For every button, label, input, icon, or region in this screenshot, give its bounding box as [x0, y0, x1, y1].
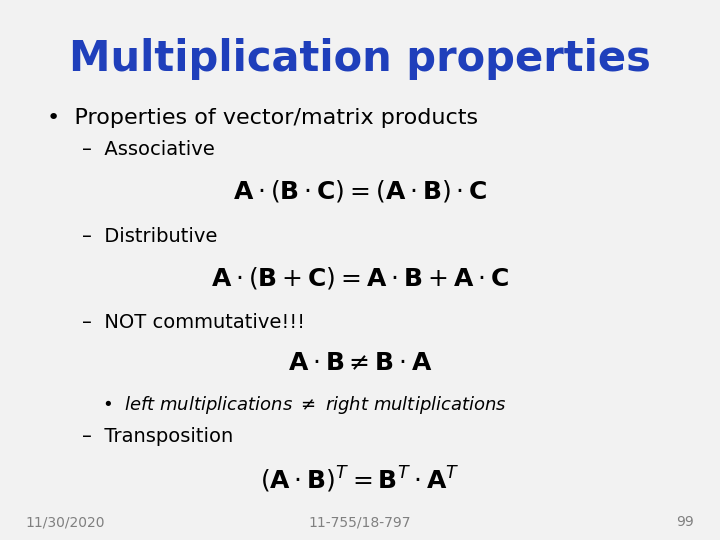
Text: $\mathbf{A} \cdot \mathbf{B} \neq \mathbf{B} \cdot \mathbf{A}$: $\mathbf{A} \cdot \mathbf{B} \neq \mathb… [287, 351, 433, 375]
Text: Multiplication properties: Multiplication properties [69, 38, 651, 80]
Text: –  NOT commutative!!!: – NOT commutative!!! [81, 313, 305, 332]
Text: 11-755/18-797: 11-755/18-797 [309, 515, 411, 529]
Text: –  Associative: – Associative [81, 140, 215, 159]
Text: $\mathbf{A} \cdot (\mathbf{B} + \mathbf{C}) = \mathbf{A} \cdot \mathbf{B} + \mat: $\mathbf{A} \cdot (\mathbf{B} + \mathbf{… [211, 265, 509, 291]
Text: •  left multiplications $\neq$ right multiplications: • left multiplications $\neq$ right mult… [102, 394, 508, 416]
Text: –  Distributive: – Distributive [81, 227, 217, 246]
Text: $\left(\mathbf{A} \cdot \mathbf{B}\right)^T = \mathbf{B}^T \cdot \mathbf{A}^T$: $\left(\mathbf{A} \cdot \mathbf{B}\right… [260, 464, 460, 495]
Text: •  Properties of vector/matrix products: • Properties of vector/matrix products [47, 108, 478, 128]
Text: 11/30/2020: 11/30/2020 [26, 515, 105, 529]
Text: –  Transposition: – Transposition [81, 427, 233, 446]
Text: $\mathbf{A} \cdot (\mathbf{B} \cdot \mathbf{C}) = (\mathbf{A} \cdot \mathbf{B}) : $\mathbf{A} \cdot (\mathbf{B} \cdot \mat… [233, 178, 487, 204]
Text: 99: 99 [676, 515, 694, 529]
